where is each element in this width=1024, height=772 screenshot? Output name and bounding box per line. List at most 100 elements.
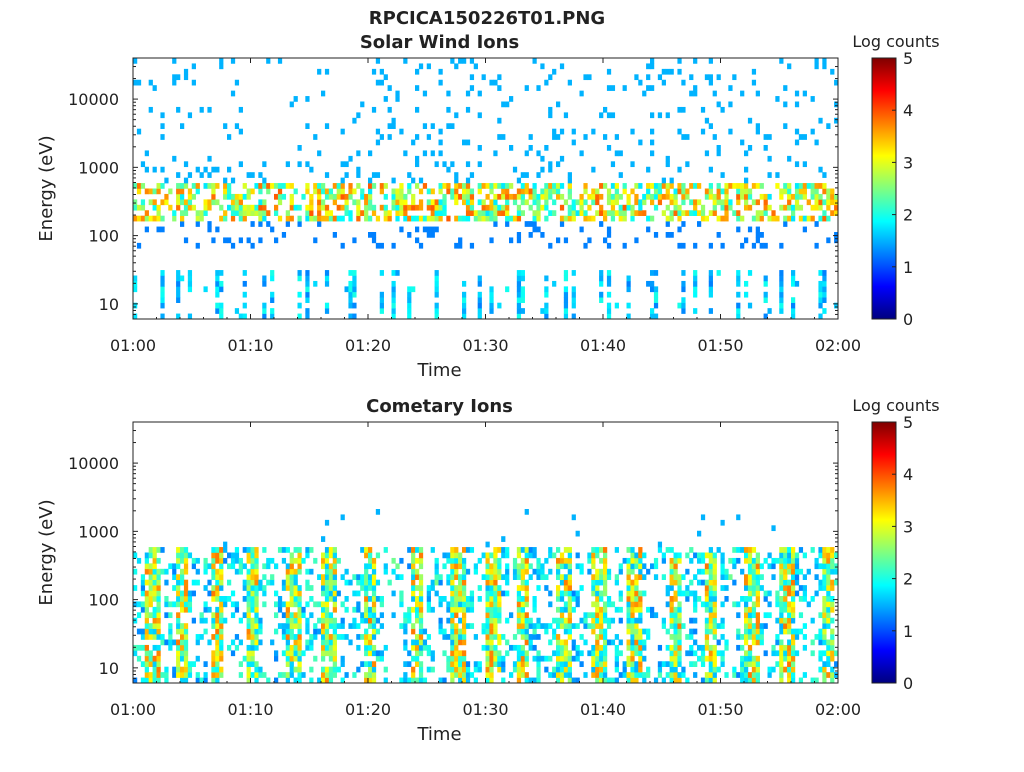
heatmap-cell [814,183,819,189]
heatmap-cell [223,177,228,184]
heatmap-cell [681,193,686,200]
heatmap-cell [720,568,725,575]
heatmap-cell [599,204,604,211]
heatmap-cell [489,199,494,206]
heatmap-cell [211,596,216,602]
heatmap-cell [348,302,353,309]
heatmap-cell [810,677,815,684]
heatmap-cell [465,183,471,189]
heatmap-cell [489,628,494,635]
heatmap-cell [669,596,674,602]
heatmap-cell [254,557,259,564]
heatmap-cell [477,302,482,309]
heatmap-cell [305,183,310,189]
heatmap-cell [183,628,189,635]
heatmap-cell [156,655,161,662]
heatmap-cell [520,601,525,608]
heatmap-cell [156,672,161,678]
heatmap-cell [160,568,165,575]
heatmap-cell [180,644,185,651]
heatmap-cell [516,628,522,635]
heatmap-cell [712,617,717,624]
heatmap-cell [176,557,181,564]
heatmap-cell [285,183,290,189]
heatmap-cell [462,661,467,667]
heatmap-cell [234,552,240,559]
heatmap-cell [614,579,619,586]
heatmap-cell [603,215,608,222]
heatmap-cell [755,563,760,570]
heatmap-cell [677,68,682,75]
heatmap-cell [183,601,189,608]
heatmap-cell [469,606,475,613]
heatmap-cell [540,204,545,211]
heatmap-cell [826,552,831,559]
heatmap-cell [375,579,381,586]
heatmap-cell [657,112,663,119]
heatmap-cell [324,210,330,216]
heatmap-cell [336,623,341,629]
heatmap-cell [751,612,757,619]
heatmap-cell [520,563,525,570]
heatmap-cell [818,628,823,635]
heatmap-cell [133,552,138,559]
heatmap-cell [148,661,153,667]
heatmap-cell [144,590,149,597]
heatmap-cell [493,606,498,613]
heatmap-cell [826,655,831,662]
heatmap-cell [669,557,674,564]
heatmap-cell [183,672,189,678]
heatmap-cell [328,210,334,216]
heatmap-cell [469,85,475,91]
heatmap-cell [332,183,337,189]
heatmap-cell [712,672,717,678]
heatmap-cell [485,204,490,211]
heatmap-cell [246,655,251,662]
heatmap-cell [661,183,666,189]
heatmap-cell [180,650,185,657]
heatmap-cell [755,90,760,97]
heatmap-cell [324,557,330,564]
heatmap-cell [485,644,490,651]
heatmap-cell [657,661,663,667]
heatmap-cell [418,579,424,586]
heatmap-cell [332,547,337,553]
heatmap-cell [794,128,800,135]
heatmap-cell [552,650,557,657]
heatmap-cell [751,606,757,613]
heatmap-cell [258,623,263,629]
heatmap-cell [497,634,502,640]
heatmap-cell [520,291,525,298]
heatmap-cell [176,291,181,298]
heatmap-cell [626,617,631,624]
heatmap-cell [552,280,557,287]
heatmap-cell [324,672,330,678]
heatmap-cell [626,661,631,667]
heatmap-cell [356,150,361,157]
heatmap-cell [516,590,522,597]
heatmap-cell [634,574,639,580]
heatmap-cell [595,552,600,559]
heatmap-cell [759,232,764,238]
heatmap-cell [834,79,839,86]
heatmap-cell [818,270,823,276]
heatmap-cell [744,612,749,619]
heatmap-cell [693,291,698,298]
heatmap-cell [634,552,639,559]
heatmap-cell [559,617,565,624]
heatmap-cell [254,574,259,580]
heatmap-cell [638,634,643,640]
heatmap-cell [407,215,412,222]
heatmap-cell [810,596,815,602]
heatmap-cell [755,677,760,684]
heatmap-cell [462,563,467,570]
heatmap-cell [834,650,839,657]
heatmap-cell [704,677,710,684]
heatmap-cell [324,612,330,619]
heatmap-cell [794,139,800,146]
heatmap-cell [336,204,341,211]
heatmap-cell [779,601,784,608]
heatmap-cell [164,639,169,646]
heatmap-cell [740,655,745,662]
heatmap-cell [712,590,717,597]
